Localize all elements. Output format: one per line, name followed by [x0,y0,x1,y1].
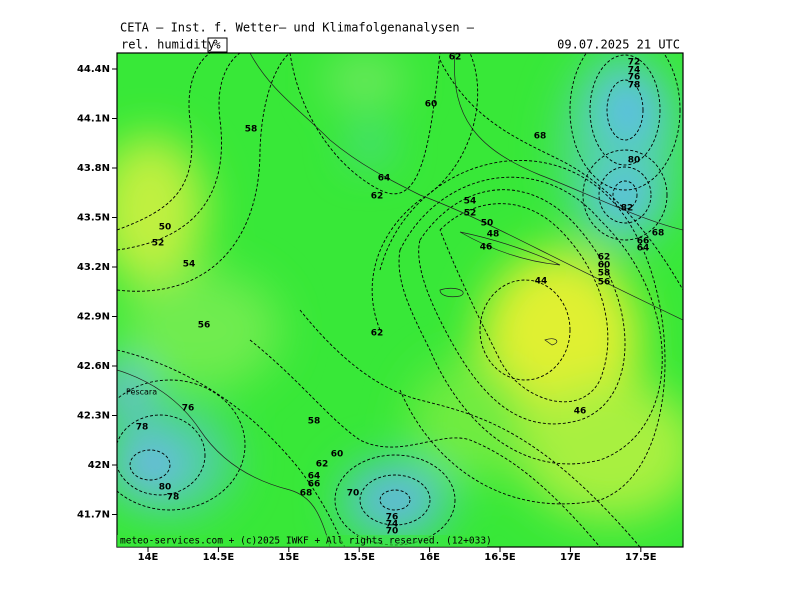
contour-label: 70 [386,527,399,537]
contour-label: 68 [652,229,665,239]
footer: meteo-services.com + (c)2025 IWKF + All … [120,536,492,547]
contour-label: 62 [316,460,329,470]
contour-label: 64 [308,472,321,482]
contour-label: 58 [245,125,258,135]
contour-label: 76 [386,513,399,523]
contour-label: 46 [480,243,493,253]
contour-label: 60 [598,261,611,271]
lat-label: 42.3N [77,411,110,422]
contour-label: 60 [331,450,344,460]
variable: rel. humidity [121,38,215,52]
lat-label: 43.2N [77,262,110,273]
lat-label: 44.4N [77,64,110,75]
contour-label: 56 [598,278,611,288]
contour-label: 54 [464,197,477,207]
contour-label: 62 [598,253,611,263]
contour-label: 68 [534,132,547,142]
contour-label: 66 [637,237,650,247]
contour-label: 62 [371,192,384,202]
coastline [117,53,683,547]
lon-label: 17.5E [625,552,657,563]
footer-bg [117,535,487,547]
contour-label: 70 [347,489,360,499]
contours [117,53,683,547]
lon-label: 15.5E [343,552,375,563]
unit: % [213,38,221,52]
contour-label: 60 [425,100,438,110]
lat-label: 43.8N [77,163,110,174]
contour-label: 78 [628,81,641,91]
contour-label: 52 [152,239,165,249]
contour-label: 66 [308,480,321,490]
contour-label: 74 [386,520,399,530]
contour-label: 58 [308,417,321,427]
place-label: Pescara [126,388,157,397]
lat-label: 42.6N [77,361,110,372]
lon-label: 15E [278,552,299,563]
contour-label: 48 [487,230,500,240]
lat-label: 42.9N [77,312,110,323]
date: 09.07.2025 21 UTC [557,38,680,52]
contour-label: 58 [598,269,611,279]
contour-label: 82 [621,204,634,214]
contour-label: 44 [535,277,548,287]
contour-label: 80 [628,156,641,166]
lon-label: 14E [138,552,159,563]
contour-label: 80 [159,483,172,493]
lat-label: 41.7N [77,510,110,521]
lat-label: 42N [88,460,110,471]
contour-label: 62 [449,53,462,63]
contour-label: 62 [371,329,384,339]
contour-label: 46 [574,407,587,417]
lat-label: 43.5N [77,213,110,224]
contour-label: 78 [136,423,149,433]
unit-box [207,37,228,53]
contour-label: 54 [183,260,196,270]
contour-label: 64 [378,174,391,184]
title: CETA — Inst. f. Wetter— und Klimafolgena… [120,21,475,35]
field [117,53,683,547]
contour-label: 56 [198,321,211,331]
contour-label: 76 [628,73,641,83]
lon-label: 16E [419,552,440,563]
contour-label: 64 [637,244,650,254]
contour-label: 74 [628,66,641,76]
contour-label: 76 [182,404,195,414]
contour-label: 68 [300,489,313,499]
lon-label: 14.5E [203,552,235,563]
contour-label: 50 [159,223,172,233]
contour-label: 52 [464,209,477,219]
contour-label: 72 [628,58,641,68]
contour-label: 78 [167,493,180,503]
lon-label: 17E [560,552,581,563]
lat-label: 44.1N [77,114,110,125]
contour-label: 50 [481,219,494,229]
lon-label: 16.5E [484,552,516,563]
